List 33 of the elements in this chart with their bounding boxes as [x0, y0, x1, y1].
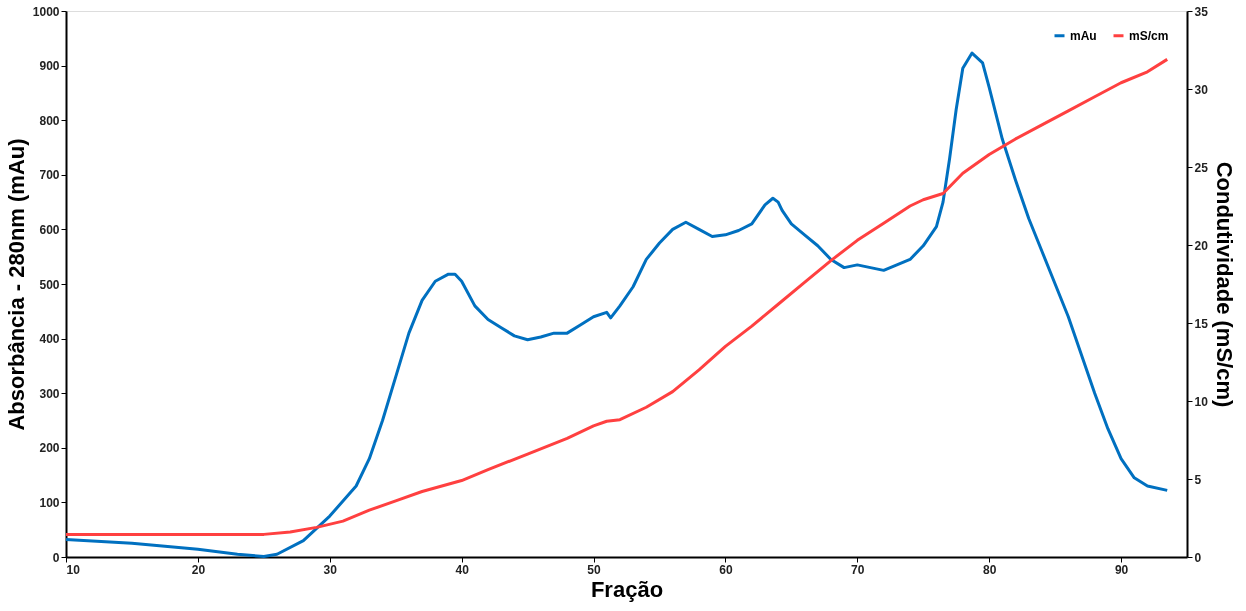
- x-tick-label: 20: [191, 562, 206, 577]
- y-tick-label: 600: [39, 222, 60, 237]
- y2-tick-label: 15: [1194, 316, 1209, 331]
- y2-tick-label: 20: [1194, 238, 1209, 253]
- y-tick-label: 900: [39, 59, 60, 74]
- x-tick-label: 80: [983, 562, 997, 577]
- y2-tick-label: 25: [1194, 160, 1209, 175]
- y2-tick-label: 30: [1194, 82, 1209, 97]
- x-tick-label: 90: [1114, 562, 1129, 577]
- y-tick-label: 1000: [32, 4, 60, 19]
- y-tick-label: 100: [39, 495, 60, 510]
- y-tick-label: 400: [39, 332, 60, 347]
- x-tick-label: 10: [66, 562, 81, 577]
- y-tick-label: 500: [39, 277, 60, 292]
- y-axis-title: Absorbância - 280nm (mAu): [3, 138, 29, 431]
- x-axis-title: Fração: [590, 576, 664, 602]
- x-tick-label: 30: [323, 562, 338, 577]
- y2-tick-label: 10: [1194, 394, 1209, 409]
- y-tick-label: 0: [52, 550, 60, 565]
- y2-tick-label: 0: [1194, 550, 1202, 565]
- y2-axis-title: Condutividade (mS/cm): [1211, 161, 1237, 408]
- y2-tick-label: 5: [1194, 472, 1202, 487]
- y-tick-label: 700: [39, 168, 60, 183]
- x-tick-label: 60: [719, 562, 733, 577]
- y-tick-label: 800: [39, 113, 60, 128]
- legend-label: mAu: [1070, 28, 1097, 43]
- x-tick-label: 50: [587, 562, 602, 577]
- y-tick-label: 200: [39, 441, 60, 456]
- x-tick-label: 70: [851, 562, 865, 577]
- y-tick-label: 300: [39, 386, 60, 401]
- legend-label: mS/cm: [1129, 28, 1169, 43]
- x-tick-label: 40: [455, 562, 470, 577]
- y2-tick-label: 35: [1194, 4, 1209, 19]
